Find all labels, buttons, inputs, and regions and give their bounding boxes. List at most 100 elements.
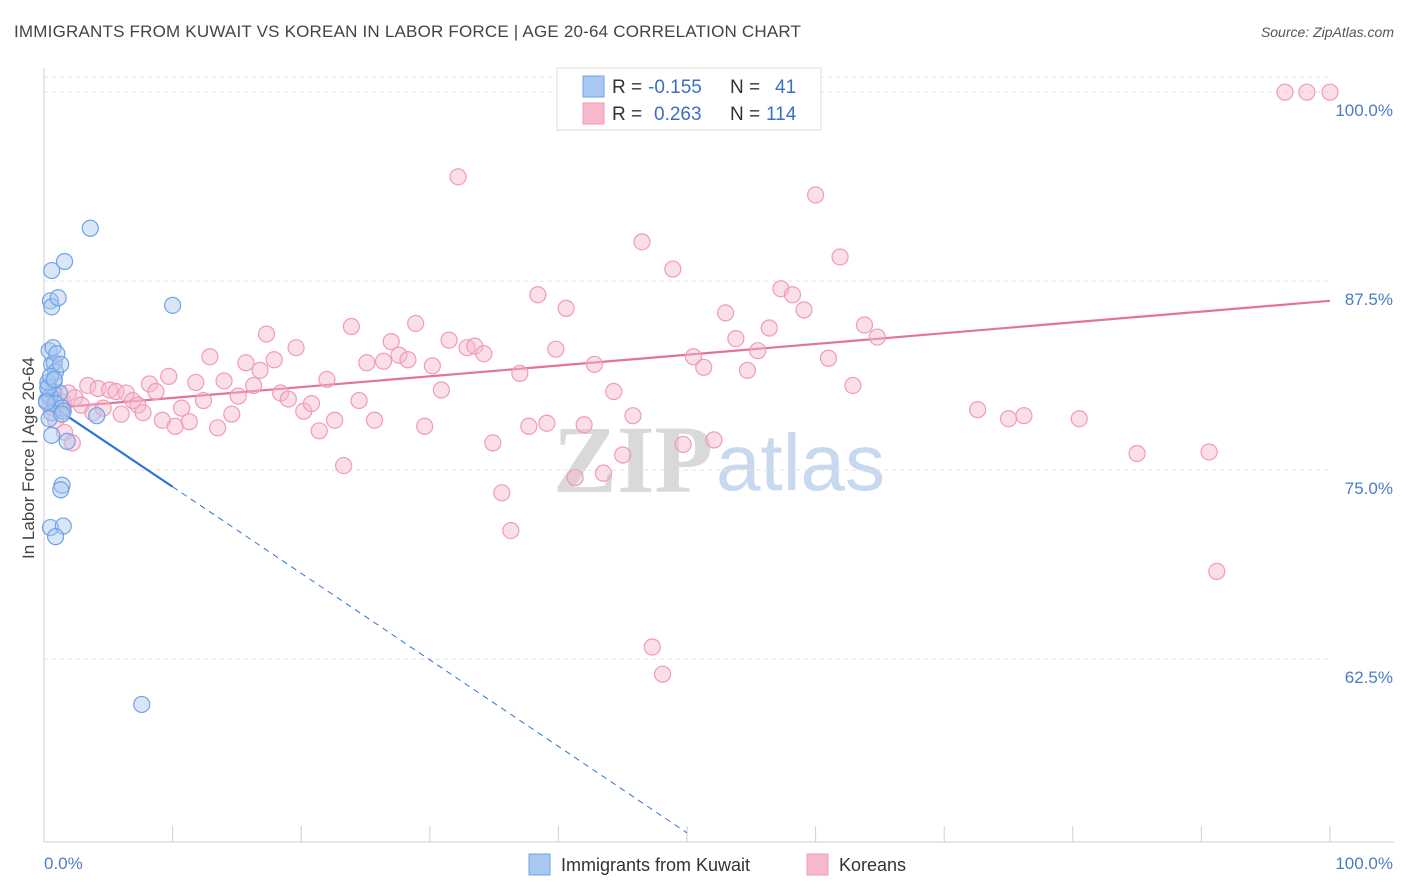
scatter-point xyxy=(257,325,276,343)
scatter-point xyxy=(124,391,142,410)
y-tick-label: 75.0% xyxy=(1345,479,1393,498)
scatter-point xyxy=(390,346,408,364)
scatter-point xyxy=(999,410,1018,428)
scatter-point xyxy=(41,518,60,537)
legend-r-value: -0.155 xyxy=(648,77,702,98)
scatter-point xyxy=(653,665,672,683)
scatter-point xyxy=(1321,83,1339,101)
data-points xyxy=(37,83,1339,714)
scatter-point xyxy=(342,317,360,336)
scatter-point xyxy=(279,390,297,408)
chart-title: IMMIGRANTS FROM KUWAIT VS KOREAN IN LABO… xyxy=(14,22,802,41)
scatter-point xyxy=(358,354,376,372)
scatter-point xyxy=(749,342,767,360)
scatter-point xyxy=(58,432,76,450)
x-tick-label: 0.0% xyxy=(44,854,83,873)
scatter-point xyxy=(40,410,58,428)
scatter-point xyxy=(511,364,529,382)
scatter-point xyxy=(237,354,255,372)
scatter-point xyxy=(147,382,165,401)
legend-r-label: R = xyxy=(612,77,642,98)
bottom-legend-label-kuwait: Immigrants from Kuwait xyxy=(561,855,750,875)
scatter-point xyxy=(868,328,886,346)
scatter-point xyxy=(43,261,61,280)
scatter-point xyxy=(318,370,336,389)
scatter-point xyxy=(969,401,987,419)
scatter-point xyxy=(374,352,393,370)
scatter-point xyxy=(529,286,547,304)
x-tick-label: 100.0% xyxy=(1335,854,1393,873)
scatter-point xyxy=(100,381,119,399)
trend-line xyxy=(50,299,1331,410)
source-label: Source: ZipAtlas.com xyxy=(1260,24,1394,40)
scatter-point xyxy=(37,393,56,411)
scatter-point xyxy=(493,484,511,502)
scatter-point xyxy=(695,358,713,376)
scatter-point xyxy=(566,469,584,487)
scatter-point xyxy=(614,446,632,464)
y-tick-label: 87.5% xyxy=(1345,290,1393,309)
scatter-point xyxy=(520,417,538,435)
bottom-legend-swatch-koreans xyxy=(806,853,829,876)
scatter-point xyxy=(265,351,283,369)
scatter-point xyxy=(215,372,233,390)
bottom-legend: Immigrants from Kuwait Koreans xyxy=(528,853,906,876)
scatter-point xyxy=(643,638,661,656)
y-tick-label: 100.0% xyxy=(1335,101,1393,120)
scatter-point xyxy=(783,286,802,304)
scatter-point xyxy=(55,252,74,271)
scatter-point xyxy=(432,381,450,399)
scatter-point xyxy=(365,411,384,429)
scatter-point xyxy=(806,186,825,204)
scatter-point xyxy=(310,422,328,440)
scatter-point xyxy=(245,376,263,395)
scatter-point xyxy=(416,417,434,435)
bottom-legend-label-koreans: Koreans xyxy=(839,855,906,875)
legend: R = -0.155 N = 41 R = 0.263 N = 114 xyxy=(556,67,822,131)
scatter-point xyxy=(133,695,151,714)
scatter-point xyxy=(1200,443,1218,461)
scatter-point xyxy=(79,376,97,395)
scatter-point xyxy=(53,405,71,423)
scatter-point xyxy=(664,260,682,278)
axes: 62.5% 75.0% 87.5% 100.0% 0.0% 100.0% xyxy=(43,68,1394,873)
scatter-point xyxy=(160,367,178,385)
scatter-point xyxy=(760,319,778,337)
scatter-point xyxy=(594,464,613,482)
scatter-point xyxy=(557,299,575,317)
legend-n-label: N = xyxy=(730,104,760,125)
scatter-point xyxy=(382,333,400,351)
scatter-point xyxy=(194,391,213,410)
scatter-point xyxy=(48,345,66,363)
legend-n-value: 114 xyxy=(766,104,797,125)
bottom-legend-swatch-kuwait xyxy=(528,853,551,876)
scatter-point xyxy=(423,357,441,375)
scatter-point xyxy=(440,331,458,349)
scatter-point xyxy=(326,411,344,429)
scatter-point xyxy=(538,414,556,432)
scatter-point xyxy=(45,370,63,389)
legend-n-value: 41 xyxy=(775,77,796,98)
scatter-point xyxy=(49,289,67,307)
scatter-point xyxy=(52,481,70,499)
scatter-point xyxy=(43,426,61,444)
scatter-point xyxy=(449,168,467,186)
scatter-point xyxy=(223,405,241,423)
scatter-point xyxy=(727,329,745,348)
grid-lines xyxy=(44,76,1330,660)
scatter-point xyxy=(302,395,321,413)
scatter-point xyxy=(705,431,723,449)
scatter-point xyxy=(229,387,247,405)
scatter-point xyxy=(1015,407,1033,425)
scatter-point xyxy=(605,382,623,401)
y-axis-label: In Labor Force | Age 20-64 xyxy=(19,357,38,559)
scatter-point xyxy=(180,413,198,431)
scatter-point xyxy=(46,528,65,546)
scatter-point xyxy=(187,373,205,392)
scatter-point xyxy=(855,316,874,334)
scatter-point xyxy=(575,416,593,434)
legend-r-value: 0.263 xyxy=(654,104,702,125)
y-tick-label: 62.5% xyxy=(1345,668,1393,687)
scatter-point xyxy=(287,339,305,357)
